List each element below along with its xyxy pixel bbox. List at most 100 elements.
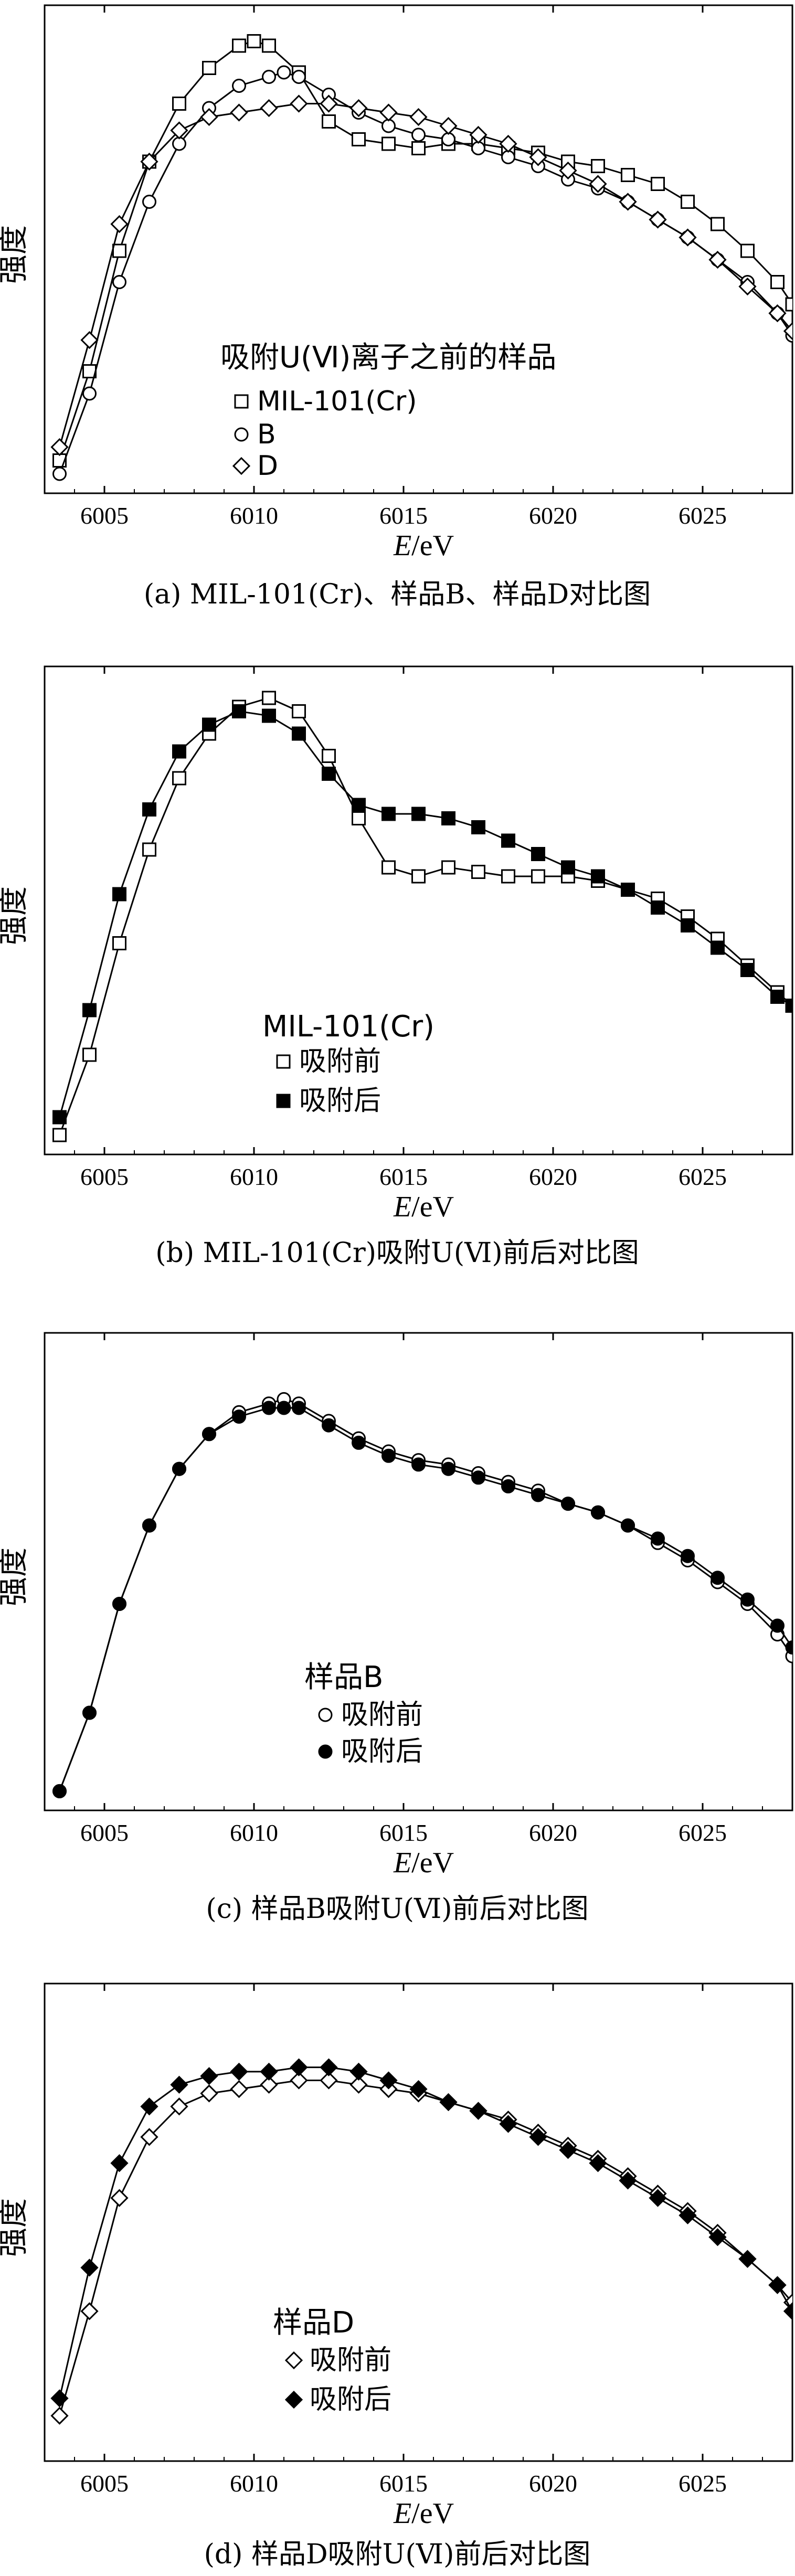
legend-marker [234, 394, 249, 409]
data-point [770, 990, 785, 1004]
data-point [202, 1427, 216, 1441]
data-point [112, 936, 126, 950]
data-point [559, 161, 577, 180]
series-group [52, 1392, 792, 1798]
data-point [352, 798, 366, 812]
panel-caption: (d) 样品D吸附U(Ⅵ)前后对比图 [204, 2539, 591, 2570]
x-tick-label: 6015 [379, 1819, 428, 1846]
data-point [200, 2067, 218, 2085]
x-tick-label: 6020 [529, 1819, 577, 1846]
data-point [621, 168, 635, 182]
data-point [230, 103, 248, 122]
data-point [320, 94, 338, 113]
data-point [290, 2071, 308, 2090]
data-point [379, 2071, 398, 2090]
data-point [439, 2093, 458, 2112]
data-point [232, 38, 246, 53]
data-point [381, 1448, 396, 1463]
panel-caption: (c) 样品B吸附U(Ⅵ)前后对比图 [206, 1893, 588, 1925]
x-axis-label: E/eV [393, 1847, 454, 1879]
data-point [529, 2128, 547, 2146]
data-point [140, 2128, 158, 2146]
data-point [591, 159, 605, 173]
data-point [471, 865, 485, 879]
legend-label: D [257, 450, 278, 482]
legend-marker [276, 1054, 291, 1069]
data-point [322, 1418, 336, 1433]
data-point [80, 2259, 99, 2277]
x-tick-label: 6015 [379, 2470, 428, 2497]
data-point [112, 1597, 126, 1611]
y-axis-label: 强度 [0, 2198, 31, 2257]
data-point [768, 304, 787, 323]
data-point [230, 2062, 248, 2081]
panel-caption: (b) MIL-101(Cr)吸附U(Ⅵ)前后对比图 [155, 1237, 639, 1269]
data-point [785, 297, 792, 312]
data-point [322, 767, 336, 781]
plot-frame [44, 665, 793, 1156]
data-point [591, 1505, 605, 1520]
data-point [785, 1640, 792, 1655]
data-point [785, 999, 792, 1013]
x-axis-label: E/eV [393, 529, 454, 562]
legend-label: 吸附前 [341, 1699, 423, 1731]
data-point [52, 1128, 67, 1142]
data-point [290, 94, 308, 113]
data-point [170, 2075, 188, 2094]
data-point [80, 2302, 99, 2320]
data-point [170, 121, 188, 140]
data-point [411, 141, 426, 155]
data-point [349, 99, 368, 118]
data-point [501, 869, 515, 884]
series-line-3 [59, 103, 792, 448]
data-point [110, 2154, 129, 2172]
x-tick-label: 6025 [679, 2470, 727, 2497]
y-axis-label: 强度 [0, 1547, 31, 1606]
data-point [352, 132, 366, 146]
data-point [411, 869, 426, 884]
data-point [471, 1470, 485, 1485]
x-tick-label: 6005 [80, 1163, 129, 1190]
data-point [619, 2171, 637, 2190]
data-point [262, 691, 276, 705]
data-point [142, 195, 156, 209]
data-point [411, 128, 426, 142]
data-point [529, 148, 547, 166]
data-point [589, 175, 607, 193]
data-point [738, 2250, 757, 2268]
data-point [82, 1705, 97, 1720]
x-axis-label: E/eV [393, 1191, 454, 1223]
data-point [170, 2097, 188, 2116]
data-point [112, 887, 126, 902]
data-point [561, 1497, 575, 1511]
data-point [322, 114, 336, 129]
data-point [262, 38, 276, 53]
data-point [681, 918, 695, 932]
data-point [320, 2058, 338, 2076]
x-tick-label: 6025 [679, 502, 727, 529]
data-point [501, 1479, 515, 1493]
data-point [277, 1401, 291, 1415]
data-point [651, 900, 665, 915]
data-point [649, 2189, 667, 2207]
series-group [50, 34, 792, 481]
data-point [322, 749, 336, 763]
x-tick-label: 6015 [379, 502, 428, 529]
data-point [381, 807, 396, 821]
data-point [172, 1461, 186, 1476]
series-line-1 [59, 40, 792, 461]
data-point [349, 2062, 368, 2081]
data-point [110, 2189, 129, 2207]
data-point [142, 802, 156, 817]
data-point [499, 2115, 517, 2133]
data-point [142, 842, 156, 857]
data-point [50, 2389, 69, 2408]
x-axis-label-unit: /eV [411, 2497, 454, 2530]
data-point [740, 1592, 755, 1607]
x-axis-label-symbol: E [393, 1191, 411, 1223]
data-point [441, 860, 455, 875]
